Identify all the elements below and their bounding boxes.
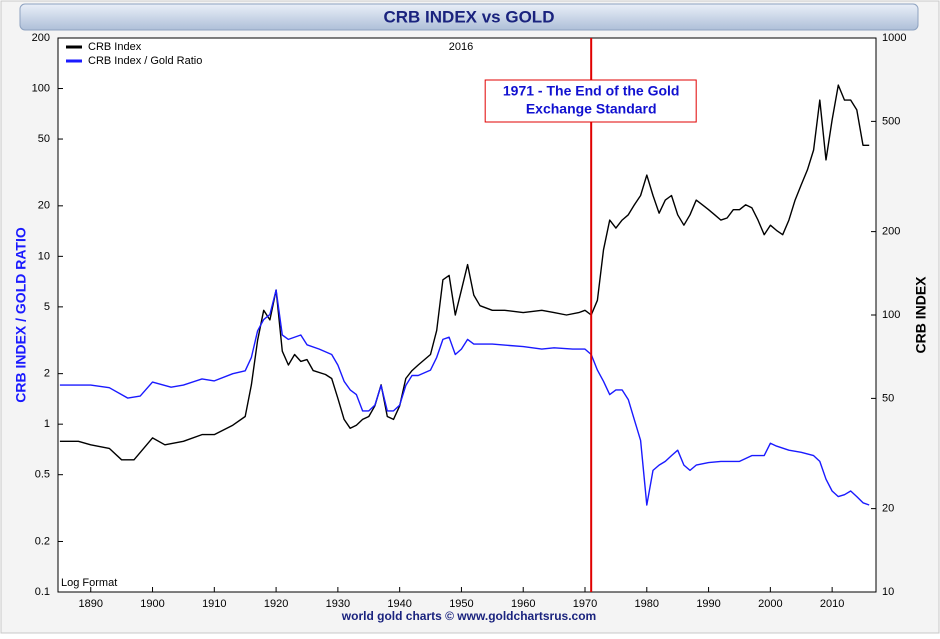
y-tick-label: 5: [44, 301, 50, 313]
y-tick-label: 50: [38, 133, 50, 145]
x-tick-label: 1970: [573, 598, 597, 610]
legend-label: CRB Index: [88, 41, 142, 53]
footer: world gold charts © www.goldchartsrus.co…: [341, 609, 596, 623]
x-tick-label: 1900: [140, 598, 164, 610]
x-tick-label: 1910: [202, 598, 226, 610]
date-label: 2016: [449, 41, 473, 53]
y2-axis-label: CRB INDEX: [913, 276, 929, 354]
title-bar: [19, 3, 919, 31]
x-tick-label: 1980: [635, 598, 659, 610]
x-tick-label: 1950: [449, 598, 473, 610]
annotation-text: Exchange Standard: [526, 101, 657, 117]
y2-tick-label: 500: [882, 115, 900, 127]
x-tick-label: 2010: [820, 598, 844, 610]
series-line: [59, 289, 870, 506]
y2-tick-label: 20: [882, 503, 894, 515]
x-tick-label: 1940: [387, 598, 411, 610]
plot-area: [57, 37, 877, 593]
y-tick-label: 2: [44, 368, 50, 380]
y2-tick-label: 100: [882, 309, 900, 321]
y2-tick-label: 10: [882, 586, 894, 598]
y-tick-label: 1: [44, 418, 50, 430]
x-tick-label: 1890: [79, 598, 103, 610]
y2-tick-label: 200: [882, 226, 900, 238]
scale-note: Log Format: [61, 577, 117, 589]
y2-tick-label: 1000: [882, 32, 906, 44]
x-tick-label: 2000: [758, 598, 782, 610]
chart-title: CRB INDEX vs GOLD: [384, 7, 555, 26]
y-tick-label: 10: [38, 250, 50, 262]
legend-label: CRB Index / Gold Ratio: [88, 55, 202, 67]
y-tick-label: 100: [32, 82, 50, 94]
x-tick-label: 1930: [326, 598, 350, 610]
x-tick-label: 1920: [264, 598, 288, 610]
y-tick-label: 200: [32, 32, 50, 44]
y-tick-label: 0.1: [35, 586, 50, 598]
annotation-text: 1971 - The End of the Gold: [503, 83, 680, 99]
y-tick-label: 0.2: [35, 535, 50, 547]
y-tick-label: 20: [38, 200, 50, 212]
y-tick-label: 0.5: [35, 469, 50, 481]
y-axis-label: CRB INDEX / GOLD RATIO: [13, 227, 29, 403]
y2-tick-label: 50: [882, 392, 894, 404]
x-tick-label: 1990: [696, 598, 720, 610]
x-tick-label: 1960: [511, 598, 535, 610]
annotation-box: [484, 79, 697, 123]
